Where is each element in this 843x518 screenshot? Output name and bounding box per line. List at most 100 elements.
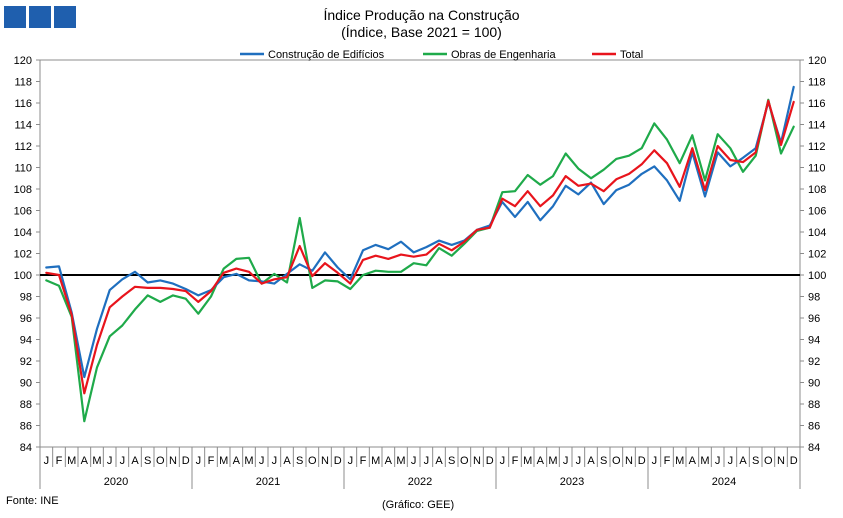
y-tick-label-right: 110 xyxy=(808,163,826,175)
logo-block xyxy=(54,6,76,28)
y-tick-label-right: 86 xyxy=(808,421,820,433)
x-tick-label-month: S xyxy=(448,455,455,467)
x-tick-label-month: M xyxy=(219,455,228,467)
x-tick-label-month: J xyxy=(715,455,721,467)
x-tick-label-month: O xyxy=(764,455,773,467)
x-tick-label-month: M xyxy=(523,455,532,467)
x-tick-label-month: F xyxy=(664,455,671,467)
x-tick-label-month: J xyxy=(500,455,506,467)
x-tick-label-month: J xyxy=(563,455,569,467)
x-tick-label-month: M xyxy=(92,455,101,467)
x-tick-label-month: J xyxy=(107,455,113,467)
y-tick-label-right: 102 xyxy=(808,249,826,261)
y-tick-label-right: 104 xyxy=(808,227,826,239)
chart-subtitle: (Índice, Base 2021 = 100) xyxy=(341,24,502,40)
x-tick-label-month: A xyxy=(537,455,545,467)
x-tick-label-month: N xyxy=(169,455,177,467)
y-tick-label-left: 116 xyxy=(14,98,32,110)
legend-engineering-label: Obras de Engenharia xyxy=(451,49,556,61)
y-tick-label-right: 118 xyxy=(808,77,826,89)
legend-buildings-label: Construção de Edifícios xyxy=(268,49,385,61)
logo xyxy=(4,6,76,28)
x-tick-label-month: A xyxy=(283,455,291,467)
x-tick-label-month: M xyxy=(67,455,76,467)
y-tick-label-left: 94 xyxy=(20,335,32,347)
x-tick-label-month: A xyxy=(689,455,697,467)
x-tick-label-month: J xyxy=(259,455,265,467)
x-tick-label-month: D xyxy=(790,455,798,467)
x-tick-label-month: A xyxy=(131,455,139,467)
series-line-engineering xyxy=(45,98,795,423)
y-tick-label-left: 100 xyxy=(14,270,32,282)
x-year-label: 2020 xyxy=(104,476,128,488)
x-tick-label-month: J xyxy=(728,455,734,467)
x-tick-label-month: S xyxy=(296,455,303,467)
x-year-label: 2022 xyxy=(408,476,432,488)
y-tick-label-left: 112 xyxy=(14,141,32,153)
plot-area xyxy=(39,59,801,448)
x-tick-label-month: M xyxy=(396,455,405,467)
x-year-label: 2023 xyxy=(560,476,584,488)
x-tick-label-month: S xyxy=(144,455,151,467)
x-tick-label-month: N xyxy=(625,455,633,467)
x-tick-label-month: M xyxy=(548,455,557,467)
x-tick-label-month: M xyxy=(700,455,709,467)
x-tick-label-month: J xyxy=(272,455,278,467)
y-tick-label-left: 118 xyxy=(14,77,32,89)
x-tick-label-month: N xyxy=(777,455,785,467)
y-tick-label-right: 116 xyxy=(808,98,826,110)
y-tick-label-left: 102 xyxy=(14,249,32,261)
y-tick-label-left: 120 xyxy=(14,55,32,67)
y-tick-label-right: 98 xyxy=(808,292,820,304)
x-tick-label-month: S xyxy=(752,455,759,467)
x-tick-label-month: F xyxy=(512,455,519,467)
y-tick-label-left: 110 xyxy=(14,163,32,175)
x-tick-label-month: N xyxy=(473,455,481,467)
y-tick-label-right: 120 xyxy=(808,55,826,67)
series-line-total xyxy=(45,99,795,395)
x-tick-label-month: D xyxy=(334,455,342,467)
logo-block xyxy=(29,6,51,28)
chart-title: Índice Produção na Construção xyxy=(323,7,520,23)
x-tick-label-month: F xyxy=(56,455,63,467)
x-tick-label-month: A xyxy=(385,455,393,467)
x-year-label: 2024 xyxy=(712,476,736,488)
x-tick-label-month: J xyxy=(411,455,417,467)
y-tick-label-right: 96 xyxy=(808,313,820,325)
x-tick-label-month: M xyxy=(244,455,253,467)
x-tick-label-month: J xyxy=(576,455,582,467)
x-tick-label-month: F xyxy=(360,455,367,467)
x-tick-label-month: O xyxy=(460,455,469,467)
x-tick-label-month: J xyxy=(348,455,354,467)
y-tick-label-right: 112 xyxy=(808,141,826,153)
logo-block xyxy=(4,6,26,28)
graph-credit: (Gráfico: GEE) xyxy=(382,499,455,511)
y-tick-label-left: 96 xyxy=(20,313,32,325)
y-tick-label-left: 90 xyxy=(20,378,32,390)
x-tick-label-month: A xyxy=(587,455,595,467)
y-tick-label-right: 114 xyxy=(808,120,826,132)
y-tick-label-right: 100 xyxy=(808,270,826,282)
x-tick-label-month: O xyxy=(308,455,317,467)
x-tick-label-month: D xyxy=(638,455,646,467)
x-tick-label-month: O xyxy=(612,455,621,467)
x-year-label: 2021 xyxy=(256,476,280,488)
y-tick-label-left: 108 xyxy=(14,184,32,196)
y-tick-label-right: 108 xyxy=(808,184,826,196)
x-tick-label-month: J xyxy=(196,455,202,467)
series-line-buildings xyxy=(45,85,795,379)
y-tick-label-left: 104 xyxy=(14,227,32,239)
y-tick-label-left: 84 xyxy=(20,442,32,454)
y-tick-label-left: 86 xyxy=(20,421,32,433)
y-tick-label-right: 106 xyxy=(808,206,826,218)
x-tick-label-month: J xyxy=(44,455,50,467)
x-tick-label-month: A xyxy=(739,455,747,467)
y-tick-label-left: 88 xyxy=(20,399,32,411)
y-tick-label-left: 92 xyxy=(20,356,32,368)
x-tick-label-month: J xyxy=(652,455,658,467)
x-tick-label-month: O xyxy=(156,455,165,467)
x-tick-label-month: A xyxy=(435,455,443,467)
x-tick-label-month: J xyxy=(120,455,126,467)
legend-total-label: Total xyxy=(620,49,643,61)
